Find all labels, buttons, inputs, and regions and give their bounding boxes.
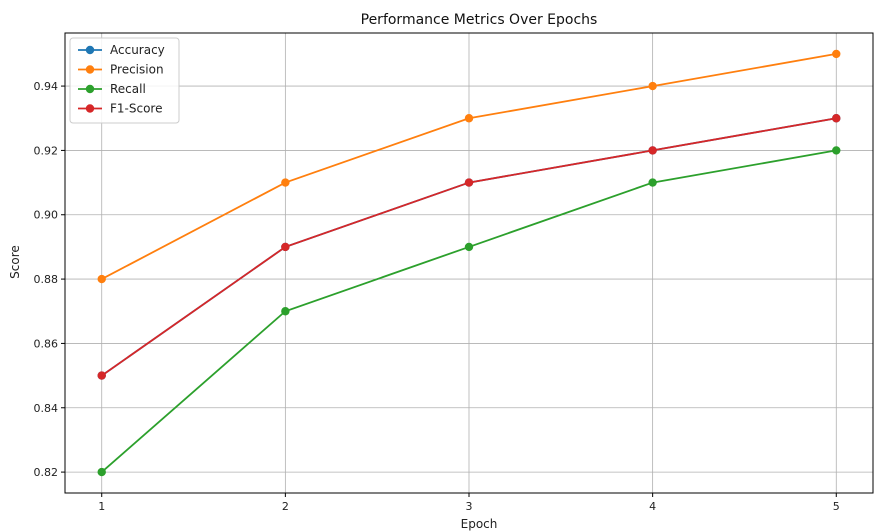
x-tick-label: 5 bbox=[833, 500, 840, 513]
legend-marker-accuracy bbox=[85, 45, 95, 55]
data-point-precision bbox=[648, 81, 657, 91]
data-point-f1-score bbox=[281, 242, 290, 252]
y-tick-label: 0.94 bbox=[34, 80, 59, 93]
data-point-precision bbox=[464, 114, 474, 123]
data-point-precision bbox=[97, 274, 106, 284]
legend-marker-recall bbox=[85, 84, 95, 94]
y-tick-label: 0.88 bbox=[34, 273, 59, 286]
y-tick-label: 0.86 bbox=[34, 337, 59, 350]
data-point-f1-score bbox=[464, 178, 474, 187]
data-point-recall bbox=[464, 242, 474, 252]
data-point-f1-score bbox=[97, 371, 106, 380]
y-tick-label: 0.92 bbox=[34, 144, 59, 157]
x-axis-label: Epoch bbox=[461, 517, 498, 531]
data-point-f1-score bbox=[832, 114, 841, 123]
y-tick-label: 0.90 bbox=[34, 209, 59, 222]
legend-box bbox=[69, 37, 180, 124]
legend-label-precision: Precision bbox=[110, 63, 164, 77]
x-tick-label: 1 bbox=[98, 500, 105, 513]
x-tick-label: 3 bbox=[466, 500, 473, 513]
data-point-f1-score bbox=[648, 146, 657, 155]
chart-title: Performance Metrics Over Epochs bbox=[361, 12, 598, 28]
x-tick-label: 4 bbox=[649, 500, 656, 513]
legend-marker-precision bbox=[85, 65, 95, 74]
legend-label-recall: Recall bbox=[110, 82, 146, 96]
data-point-precision bbox=[832, 49, 841, 59]
y-tick-label: 0.82 bbox=[34, 466, 59, 479]
y-tick-label: 0.84 bbox=[34, 402, 59, 415]
data-point-recall bbox=[832, 146, 841, 155]
legend-label-f1-score: F1-Score bbox=[110, 102, 162, 116]
data-point-recall bbox=[281, 307, 290, 316]
data-point-precision bbox=[281, 178, 290, 187]
legend: Accuracy Precision Recall F1-Score bbox=[69, 37, 180, 124]
grid-lines bbox=[65, 33, 873, 493]
legend-marker-f1-score bbox=[85, 104, 95, 113]
legend-label-accuracy: Accuracy bbox=[110, 43, 165, 57]
series-group bbox=[97, 49, 841, 477]
x-tick-label: 2 bbox=[282, 500, 289, 513]
data-point-recall bbox=[97, 467, 106, 477]
data-point-recall bbox=[648, 178, 657, 187]
y-axis-label: Score bbox=[8, 245, 22, 279]
tick-group: 1 2 3 4 5 0.82 0.84 0.86 0.88 0.90 0.92 0.94 bbox=[34, 80, 840, 513]
